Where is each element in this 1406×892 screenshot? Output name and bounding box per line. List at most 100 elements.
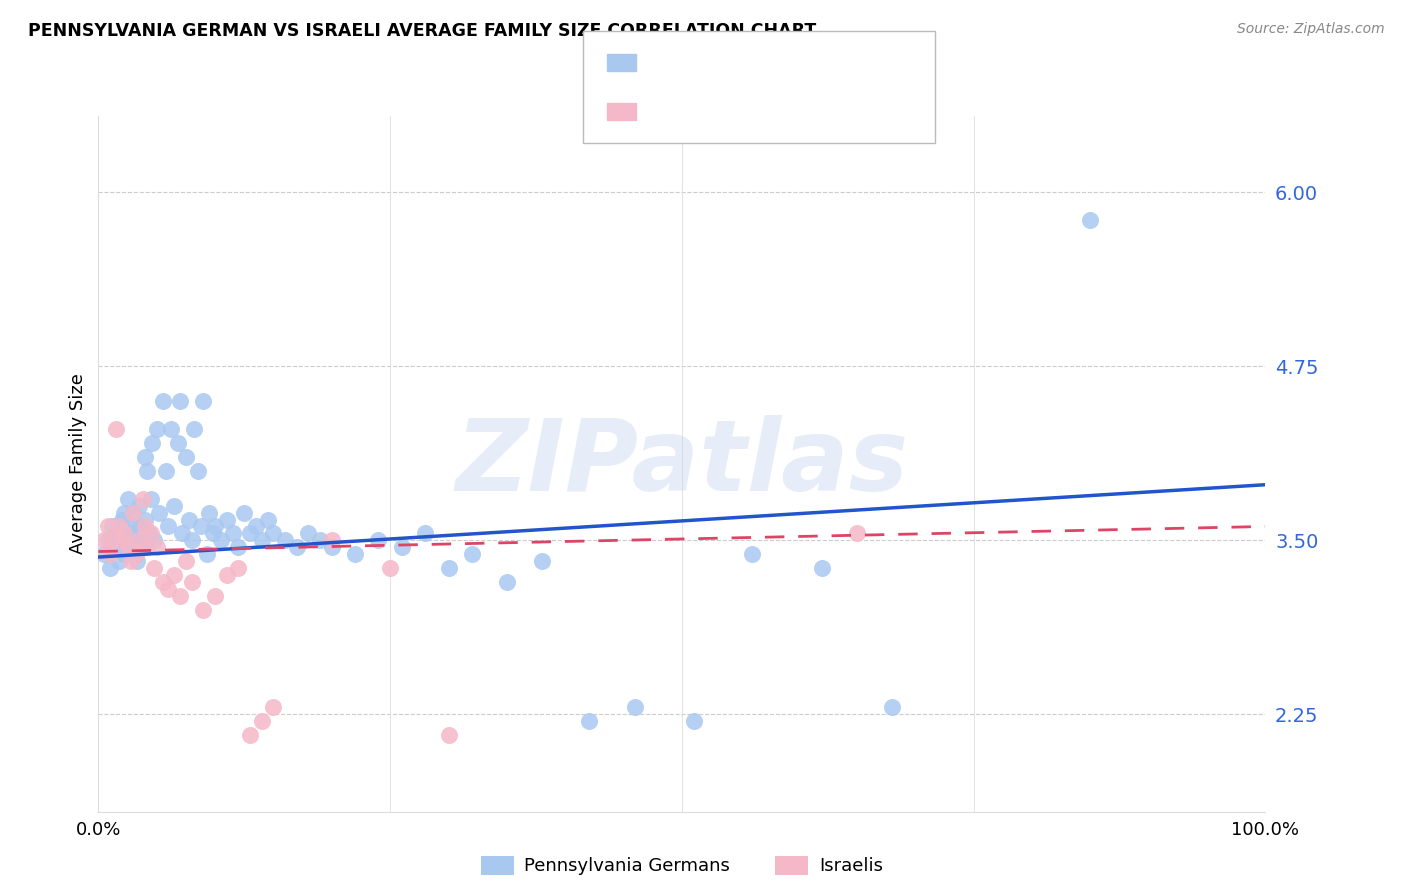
Point (122, 506, 145, 520)
Point (1080, 213, 1102, 227)
Text: ZIPatlas: ZIPatlas (456, 416, 908, 512)
Point (228, 541, 250, 555)
Point (131, 533, 153, 548)
Point (624, 700, 647, 714)
Point (578, 714, 600, 729)
Point (104, 526, 127, 541)
Point (187, 464, 209, 478)
Point (321, 541, 343, 555)
Point (391, 541, 413, 555)
Point (139, 526, 162, 541)
Point (297, 526, 319, 541)
Point (97, 519, 120, 533)
Point (183, 422, 205, 436)
Point (98, 561, 121, 575)
Point (120, 554, 142, 568)
Point (215, 568, 238, 582)
Legend: Pennsylvania Germans, Israelis: Pennsylvania Germans, Israelis (474, 849, 890, 883)
Point (111, 512, 134, 526)
Point (143, 533, 166, 548)
Point (239, 728, 262, 742)
Point (262, 700, 284, 714)
Point (134, 512, 156, 526)
Text: R =: R = (650, 54, 686, 71)
Point (101, 519, 124, 533)
Point (108, 519, 131, 533)
Point (104, 541, 127, 555)
Point (111, 533, 134, 548)
Point (367, 533, 389, 548)
Point (239, 526, 262, 541)
Point (112, 547, 135, 561)
Point (256, 512, 278, 526)
Point (437, 561, 460, 575)
Point (174, 554, 197, 568)
Point (157, 519, 180, 533)
Text: Source: ZipAtlas.com: Source: ZipAtlas.com (1237, 22, 1385, 37)
Point (93, 547, 115, 561)
Point (157, 582, 180, 596)
Point (159, 422, 181, 436)
Point (111, 533, 134, 548)
Point (141, 436, 163, 450)
Point (122, 506, 145, 520)
Point (193, 603, 215, 617)
Point (136, 464, 159, 478)
Point (437, 728, 460, 742)
Point (204, 589, 226, 603)
Point (146, 422, 169, 436)
Point (152, 394, 174, 409)
Point (117, 491, 139, 506)
Point (190, 519, 212, 533)
Point (143, 561, 166, 575)
Point (112, 526, 135, 541)
Point (125, 547, 148, 561)
Point (128, 519, 150, 533)
Point (378, 561, 402, 575)
Point (125, 554, 148, 568)
Point (112, 506, 135, 520)
Point (120, 541, 142, 555)
Point (811, 561, 834, 575)
Point (117, 541, 139, 555)
Point (138, 526, 160, 541)
Point (134, 519, 156, 533)
Point (215, 512, 238, 526)
Point (98, 547, 121, 561)
Point (152, 575, 174, 590)
Point (93, 533, 115, 548)
Point (274, 533, 297, 548)
Point (741, 547, 763, 561)
Point (495, 575, 517, 590)
Point (880, 700, 903, 714)
Text: PENNSYLVANIA GERMAN VS ISRAELI AVERAGE FAMILY SIZE CORRELATION CHART: PENNSYLVANIA GERMAN VS ISRAELI AVERAGE F… (28, 22, 817, 40)
Point (262, 526, 284, 541)
Text: 0.147: 0.147 (692, 54, 744, 71)
Point (101, 533, 124, 548)
Point (530, 554, 553, 568)
Point (250, 714, 273, 729)
Point (845, 526, 868, 541)
Point (198, 506, 221, 520)
Point (132, 491, 155, 506)
Point (179, 512, 201, 526)
Point (344, 547, 367, 561)
Point (97, 533, 120, 548)
Point (163, 499, 186, 513)
Point (128, 499, 150, 513)
Point (146, 541, 169, 555)
Point (250, 533, 273, 548)
Point (136, 541, 159, 555)
Point (195, 547, 218, 561)
Point (193, 394, 215, 409)
Point (221, 526, 243, 541)
Point (285, 541, 308, 555)
Point (321, 533, 343, 548)
Point (174, 450, 197, 464)
Point (309, 533, 332, 548)
Text: 36: 36 (801, 103, 824, 120)
Y-axis label: Average Family Size: Average Family Size (69, 374, 87, 554)
Point (233, 506, 256, 520)
Point (163, 568, 186, 582)
Text: 81: 81 (801, 54, 824, 71)
